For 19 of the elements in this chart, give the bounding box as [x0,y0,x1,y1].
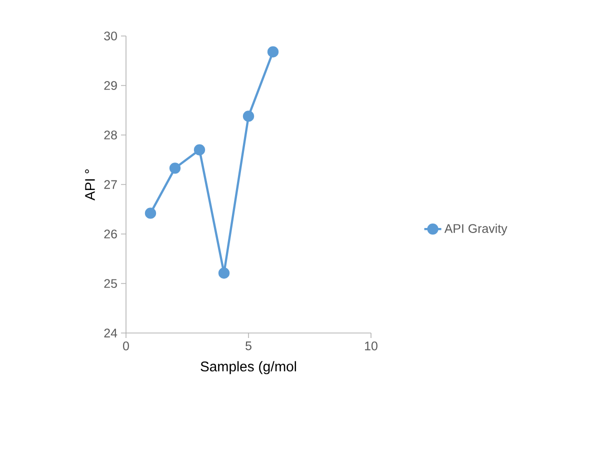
point [218,268,230,279]
y-tick-label: 29 [104,81,117,90]
y-axis-title: API ° [85,169,95,200]
y-tick-label: 27 [104,180,117,189]
y-tick-label: 28 [104,130,117,140]
x-tick-label: 10 [365,342,378,350]
point [242,110,254,122]
point [267,46,279,58]
point [169,162,181,174]
y-tick-label: 26 [104,230,117,238]
x-tick-label: 0 [123,342,129,350]
legend-label: API Gravity [444,224,508,236]
point [194,144,206,156]
x-axis-title: Samples (g/mol [200,361,296,374]
y-tick-label: 24 [104,328,118,338]
y-tick-label: 25 [104,279,117,288]
point [144,208,156,219]
y-tick-label: 30 [104,32,117,40]
x-tick-label: 5 [246,342,252,350]
